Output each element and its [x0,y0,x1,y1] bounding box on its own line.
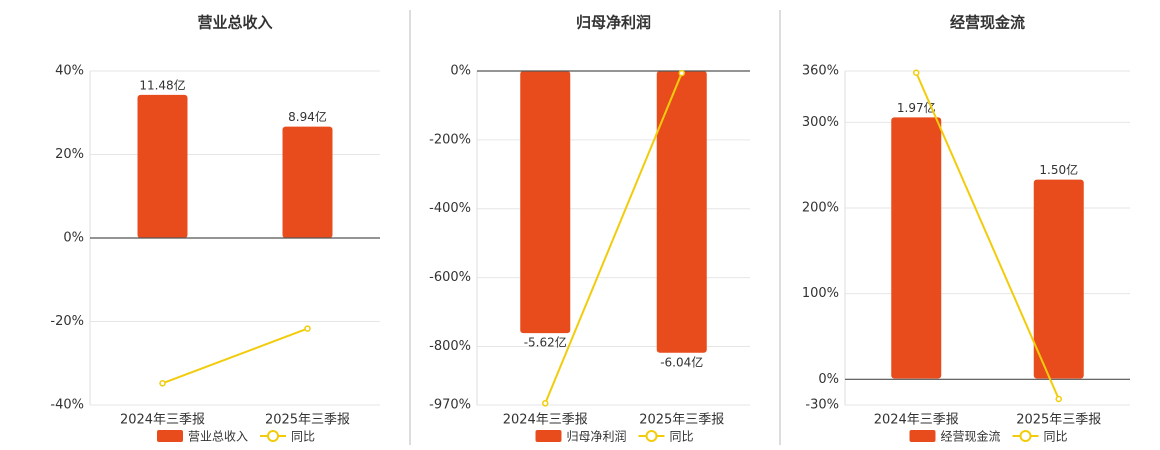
y-tick-label: 0% [450,64,471,79]
y-tick-label: -30% [805,398,839,413]
value-label: -6.04亿 [660,354,703,369]
bar [137,94,188,238]
bar [520,71,571,334]
y-tick-label: 200% [802,201,839,216]
bar [1033,179,1084,379]
x-tick-label: 2025年三季报 [639,413,724,428]
line-point [304,325,311,332]
line-point [1055,395,1062,403]
line [162,327,308,385]
legend-label: 同比 [1044,430,1068,444]
chart-title: 经营现金流 [950,14,1025,32]
bar [282,126,333,238]
line-point [542,400,549,407]
legend-label: 同比 [291,430,315,444]
line [915,72,1060,400]
y-tick-label: -40% [50,398,84,413]
legend-swatch [1019,430,1032,442]
y-tick-label: 0% [818,372,839,387]
bar [656,71,707,353]
line [544,72,683,404]
legend-swatch [909,430,936,442]
y-tick-label: -400% [429,201,471,216]
chart-title: 营业总收入 [197,14,272,32]
legend-label: 同比 [670,430,694,444]
bar [891,117,942,379]
y-tick-label: -970% [429,398,471,413]
x-tick-label: 2024年三季报 [874,413,959,428]
line-point [159,380,166,387]
y-tick-label: -20% [50,314,84,329]
y-tick-label: -600% [429,270,471,285]
line-point [913,69,920,76]
y-tick-label: -200% [429,132,471,147]
value-label: 1.50亿 [1039,162,1078,177]
line-point [678,69,685,77]
value-label: 8.94亿 [288,109,327,124]
x-tick-label: 2024年三季报 [120,413,205,428]
x-tick-label: 2025年三季报 [265,413,350,428]
chart-title: 归母净利润 [576,14,651,32]
legend-label: 营业总收入 [188,430,248,444]
y-tick-label: 360% [802,64,839,79]
legend-label: 归母净利润 [567,430,627,444]
legend-swatch [645,430,658,442]
legend-swatch [535,430,562,442]
y-tick-label: 100% [802,286,839,301]
legend-swatch [157,430,183,442]
y-tick-label: 0% [63,231,84,246]
legend-label: 经营现金流 [941,429,1001,444]
value-label: 1.97亿 [897,100,936,115]
value-label: -5.62亿 [524,335,567,350]
value-label: 11.48亿 [139,77,185,92]
y-tick-label: 40% [55,64,84,79]
y-tick-label: -800% [429,339,471,354]
legend-swatch [267,430,280,442]
y-tick-label: 300% [802,115,839,130]
y-tick-label: 20% [55,147,84,162]
x-tick-label: 2024年三季报 [503,413,588,428]
x-tick-label: 2025年三季报 [1016,413,1101,428]
